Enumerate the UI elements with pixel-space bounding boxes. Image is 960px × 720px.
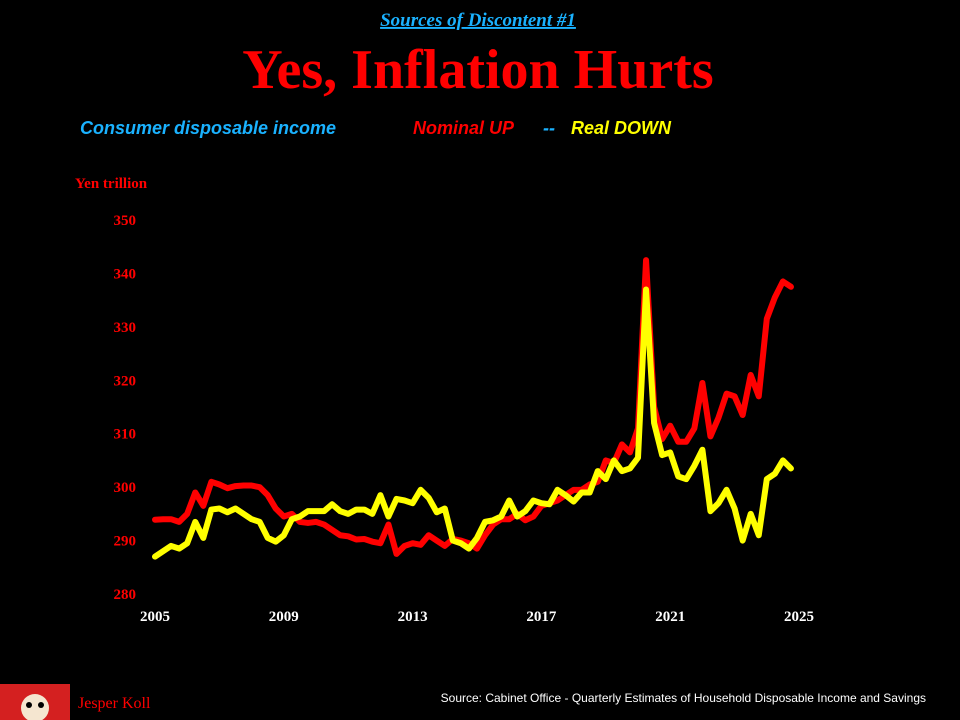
source: Source: Cabinet Office - Quarterly Estim… (441, 691, 926, 705)
y-axis-label: Yen trillion (75, 176, 148, 192)
x-tick-label: 2017 (526, 609, 557, 625)
logo-face (21, 694, 49, 720)
y-tick-label: 310 (114, 427, 137, 443)
author: Jesper Koll (78, 695, 151, 712)
x-tick-label: 2009 (269, 609, 299, 625)
series-line (152, 286, 794, 560)
x-tick-label: 2021 (655, 609, 685, 625)
x-tick-label: 2005 (140, 609, 170, 625)
legend-separator: -- (543, 118, 555, 138)
y-tick-label: 330 (114, 320, 137, 336)
subtitle: Consumer disposable income (80, 118, 336, 138)
y-tick-label: 280 (114, 587, 137, 603)
header: Sources of Discontent #1 (380, 10, 576, 31)
plot: 280 290 300 310 320 330 340 350 2005 2009 2013 2017… (114, 213, 815, 625)
logo-eye (26, 702, 32, 708)
legend-entry: Real DOWN (571, 118, 672, 138)
y-tick-label: 300 (114, 480, 137, 496)
legend-entry: Nominal UP (413, 118, 515, 138)
logo (0, 684, 70, 720)
y-tick-label: 320 (114, 373, 137, 389)
y-tick-label: 290 (114, 534, 137, 550)
logo-eye (38, 702, 44, 708)
x-tick-label: 2025 (784, 609, 814, 625)
y-tick-label: 340 (114, 266, 137, 282)
x-tick-label: 2013 (398, 609, 428, 625)
chart-title: Yes, Inflation Hurts (242, 39, 713, 101)
y-tick-label: 350 (114, 213, 137, 229)
